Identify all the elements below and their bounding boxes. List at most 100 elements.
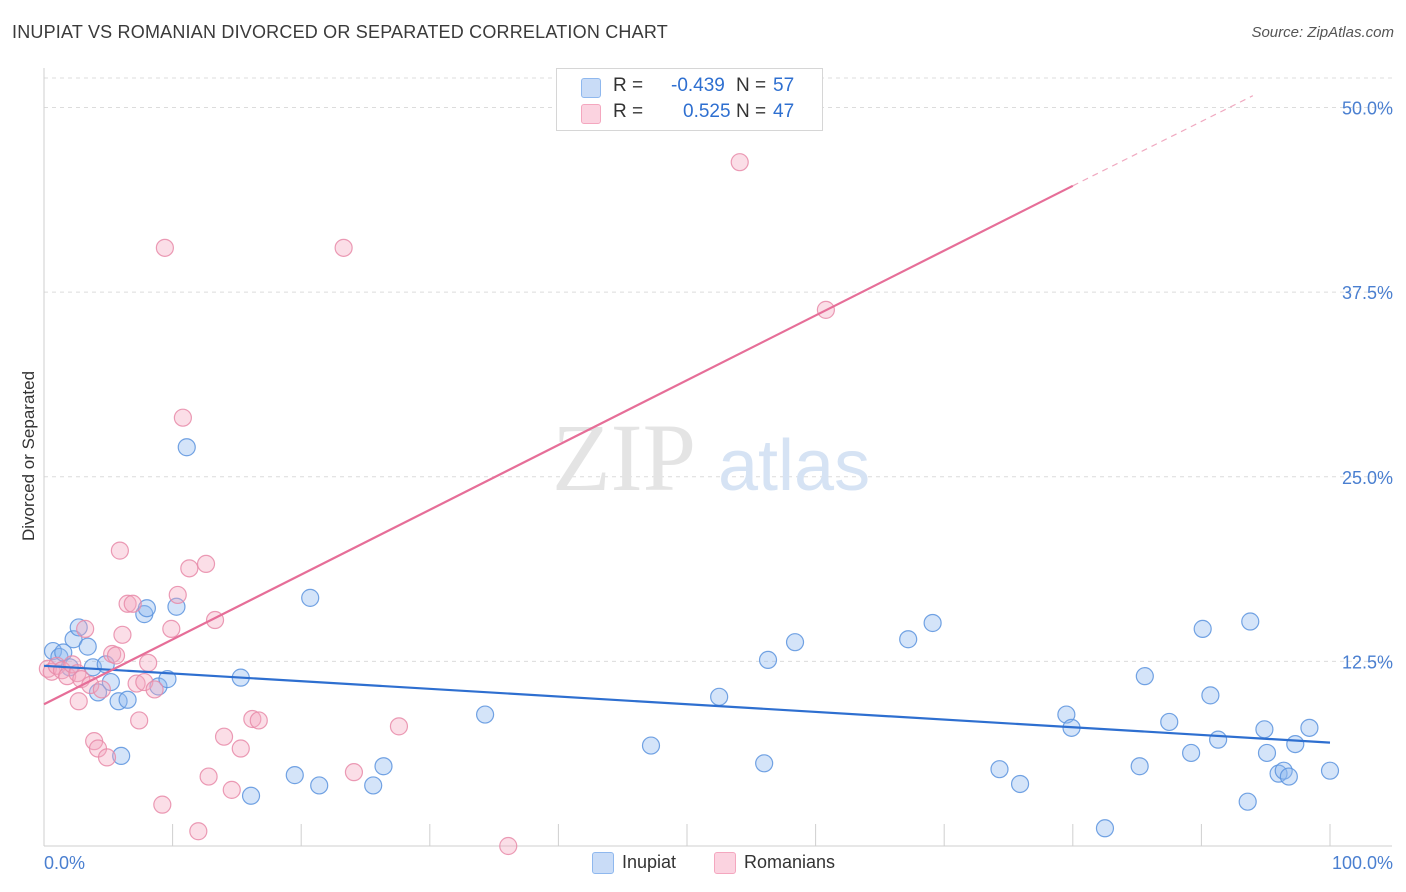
y-tick-label-0: 12.5% (1342, 652, 1393, 672)
romanians-swatch (714, 852, 736, 875)
romanians-trend-extension (1072, 95, 1254, 187)
inupiat-point-46 (1209, 730, 1228, 749)
romanians-point-34 (199, 767, 218, 786)
legend-n-value: 47 (773, 101, 795, 122)
legend-n-value: 57 (773, 75, 795, 96)
inupiat-point-35 (990, 760, 1009, 779)
romanians-point-43 (389, 717, 409, 736)
romanians-point-42 (344, 763, 364, 782)
legend-swatch-romanians (581, 104, 601, 124)
romanians-point-16 (106, 646, 126, 665)
inupiat-point-45 (1201, 686, 1220, 705)
romanians-points (38, 153, 835, 856)
inupiat-swatch (592, 852, 614, 875)
inupiat-point-19 (177, 438, 196, 457)
romanians-point-13 (92, 680, 111, 699)
series-legend-inupiat: Inupiat (592, 852, 677, 875)
inupiat-point-12 (112, 746, 131, 766)
romanians-trend-line (43, 184, 1074, 706)
inupiat-point-17 (158, 670, 177, 689)
legend-r-label: R = (613, 101, 644, 122)
inupiat-point-43 (1182, 743, 1201, 763)
romanians-point-14 (97, 748, 117, 767)
inupiat-trend-line (43, 664, 1331, 744)
inupiat-point-27 (475, 705, 495, 724)
x-tick-label-0: 0.0% (44, 853, 85, 873)
inupiat-point-33 (899, 630, 918, 649)
legend-r-value: -0.439 (671, 75, 725, 96)
inupiat-point-36 (1010, 774, 1030, 794)
romanians-point-30 (173, 408, 192, 427)
inupiat-point-48 (1241, 612, 1260, 631)
inupiat-legend-label: Inupiat (622, 852, 677, 872)
inupiat-point-11 (109, 692, 128, 711)
inupiat-point-44 (1193, 619, 1212, 638)
romanians-point-18 (113, 625, 132, 644)
romanians-point-29 (168, 585, 187, 605)
inupiat-point-24 (310, 776, 329, 795)
correlation-legend: R = -0.439 N = 57 R = 0.525 N = 47 (556, 68, 823, 131)
watermark-atlas: atlas (718, 426, 870, 506)
inupiat-point-40 (1130, 757, 1149, 776)
inupiat-point-54 (1286, 734, 1305, 754)
inupiat-point-21 (241, 786, 261, 805)
inupiat-point-34 (923, 613, 942, 633)
inupiat-point-31 (758, 650, 778, 670)
legend-r-value: 0.525 (683, 101, 731, 122)
inupiat-point-4 (64, 630, 83, 649)
y-axis-title: Divorced or Separated (19, 371, 38, 541)
inupiat-point-56 (1320, 761, 1340, 780)
trend-lines (43, 95, 1331, 744)
inupiat-point-6 (78, 637, 97, 656)
romanians-point-22 (130, 711, 149, 730)
inupiat-points (43, 438, 1340, 838)
legend-swatch-inupiat (581, 78, 601, 98)
chart-title: INUPIAT VS ROMANIAN DIVORCED OR SEPARATE… (12, 22, 668, 42)
romanians-point-36 (214, 727, 234, 746)
legend-n-label: N = (736, 101, 767, 122)
inupiat-point-50 (1257, 743, 1277, 763)
x-tick-labels: 0.0% 100.0% (44, 853, 1393, 873)
romanians-point-19 (118, 594, 137, 613)
inupiat-point-51 (1269, 764, 1288, 783)
inupiat-point-15 (137, 599, 156, 618)
series-legend-romanians: Romanians (714, 852, 836, 875)
romanians-point-44 (499, 836, 518, 856)
grid-lines (44, 77, 1392, 662)
romanians-point-7 (69, 692, 88, 711)
inupiat-point-41 (1135, 667, 1154, 686)
romanians-point-26 (153, 795, 172, 814)
y-tick-label-1: 25.0% (1342, 468, 1393, 488)
inupiat-point-39 (1095, 819, 1115, 838)
y-tick-labels: 12.5% 25.0% 37.5% 50.0% (1342, 99, 1393, 673)
romanians-point-17 (110, 541, 129, 560)
romanians-point-23 (135, 672, 154, 692)
inupiat-point-29 (710, 687, 729, 706)
romanians-point-32 (189, 822, 208, 841)
inupiat-point-52 (1274, 761, 1293, 780)
romanians-point-20 (123, 594, 142, 613)
inupiat-point-28 (641, 736, 661, 755)
inupiat-point-42 (1160, 712, 1179, 732)
inupiat-point-22 (285, 766, 304, 785)
romanians-point-45 (730, 153, 749, 172)
inupiat-point-55 (1300, 718, 1319, 737)
inupiat-point-25 (364, 776, 383, 795)
x-tick-label-1: 100.0% (1332, 853, 1393, 873)
romanians-point-40 (249, 711, 268, 730)
chart-source: Source: ZipAtlas.com (1251, 24, 1394, 41)
inupiat-point-32 (785, 633, 805, 652)
inupiat-point-26 (374, 757, 393, 776)
inupiat-point-53 (1279, 767, 1298, 786)
inupiat-point-49 (1255, 720, 1274, 739)
inupiat-point-30 (755, 754, 774, 773)
romanians-point-25 (145, 680, 164, 699)
romanians-point-37 (222, 780, 241, 799)
romanians-point-28 (162, 619, 181, 638)
y-tick-label-2: 37.5% (1342, 283, 1393, 303)
romanians-legend-label: Romanians (744, 852, 836, 872)
romanians-point-24 (139, 653, 158, 672)
legend-n-label: N = (736, 75, 767, 96)
inupiat-point-23 (301, 588, 320, 607)
